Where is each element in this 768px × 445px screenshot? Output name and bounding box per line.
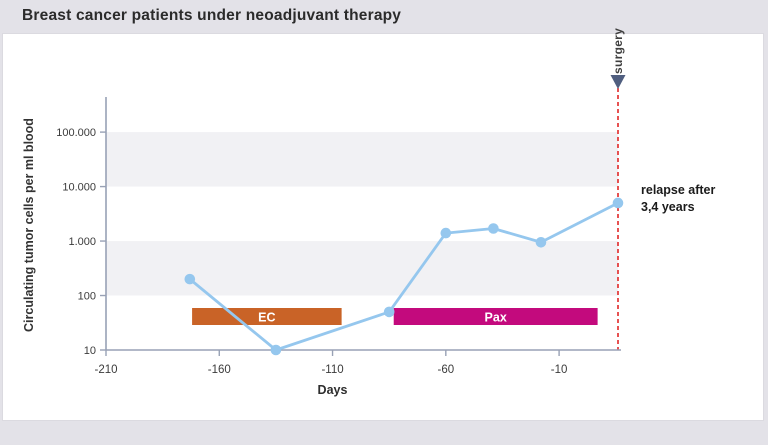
ctc-data-point — [270, 344, 282, 356]
y-tick-label: 1.000 — [68, 236, 96, 248]
y-tick-label: 100 — [78, 291, 96, 303]
y-tick-label: 100.000 — [56, 127, 96, 139]
ctc-data-point — [184, 273, 196, 285]
x-tick-label: -110 — [321, 364, 343, 376]
chart-title-bar: Breast cancer patients under neoadjuvant… — [0, 0, 768, 33]
surgery-arrow-icon — [610, 75, 626, 89]
chart-panel — [2, 33, 764, 421]
x-tick-label: -10 — [551, 364, 568, 376]
x-tick-label: -60 — [438, 364, 455, 376]
ctc-data-point — [612, 197, 624, 209]
log-decade-band — [106, 241, 618, 296]
chart-title: Breast cancer patients under neoadjuvant… — [22, 7, 402, 24]
relapse-annotation-line1: relapse after — [641, 183, 716, 197]
x-axis-title: Days — [317, 383, 348, 397]
x-tick-label: -210 — [94, 364, 117, 376]
x-tick-label: -160 — [208, 364, 231, 376]
surgery-label: surgery — [611, 27, 625, 74]
y-axis-title: Circulating tumor cells per ml blood — [22, 118, 36, 332]
y-tick-label: 10 — [84, 345, 96, 357]
ctc-data-point — [535, 236, 547, 248]
ctc-data-point — [383, 306, 395, 318]
relapse-annotation-line2: 3,4 years — [641, 199, 695, 214]
ctc-data-point — [440, 227, 452, 239]
y-tick-label: 10.000 — [62, 182, 96, 194]
relapse-annotation: relapse after 3,4 years — [641, 182, 715, 215]
ctc-data-point — [488, 223, 499, 234]
log-decade-band — [106, 132, 618, 187]
treatment-bar-label: EC — [258, 311, 275, 325]
treatment-bar-pax — [393, 308, 598, 325]
treatment-bar-label: Pax — [485, 311, 507, 325]
